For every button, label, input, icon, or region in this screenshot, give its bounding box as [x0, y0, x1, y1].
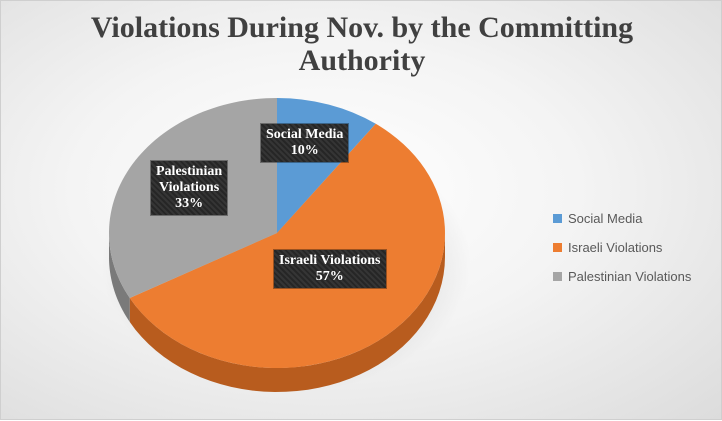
chart-title-line-1: Violations During Nov. by the Committing	[90, 11, 634, 44]
legend-label-israeli-violations: Israeli Violations	[568, 240, 663, 255]
chart-title-line-2: Authority	[298, 44, 426, 77]
data-label-palestinian-percent: 33%	[175, 196, 204, 211]
legend-label-palestinian-violations: Palestinian Violations	[568, 269, 692, 284]
data-label-israeli-violations: Israeli Violations 57%	[274, 250, 386, 288]
legend-item-social-media: Social Media	[553, 204, 691, 233]
legend-item-israeli-violations: Israeli Violations	[553, 233, 691, 262]
pie-side-israeli-violations	[129, 233, 445, 392]
legend-swatch-social-media	[553, 214, 562, 223]
chart-title: Violations During Nov. by the Committing…	[1, 11, 722, 77]
data-label-palestinian-name-1: Palestinian	[156, 164, 223, 179]
data-label-israeli-percent: 57%	[315, 269, 344, 284]
data-label-social-media-percent: 10%	[290, 143, 319, 158]
data-label-palestinian-violations: Palestinian Violations 33%	[151, 161, 228, 215]
pie-slice-israeli-violations	[129, 123, 445, 368]
data-label-israeli-name: Israeli Violations	[279, 253, 381, 268]
legend-label-social-media: Social Media	[568, 211, 643, 226]
legend-swatch-palestinian-violations	[553, 272, 562, 281]
data-label-palestinian-name-2: Violations	[158, 180, 220, 195]
pie-sides	[109, 233, 445, 392]
data-label-social-media-name: Social Media	[266, 127, 344, 142]
data-label-social-media: Social Media 10%	[261, 124, 349, 162]
legend: Social Media Israeli Violations Palestin…	[553, 204, 691, 291]
pie-side-palestinian-violations	[109, 233, 130, 323]
legend-swatch-israeli-violations	[553, 243, 562, 252]
legend-item-palestinian-violations: Palestinian Violations	[553, 262, 691, 291]
